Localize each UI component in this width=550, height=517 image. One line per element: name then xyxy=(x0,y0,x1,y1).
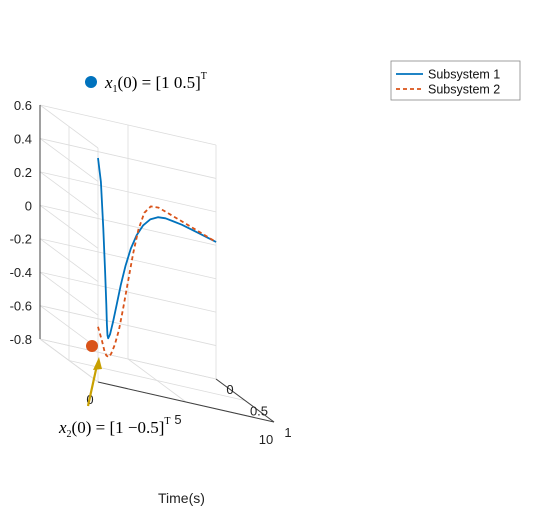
tick-labels: 0.60.40.20-0.2-0.4-0.6-0.8051000.51 xyxy=(10,98,292,447)
legend-label-subsystem-1: Subsystem 1 xyxy=(428,68,500,82)
grid-line-back-horizontal xyxy=(39,104,217,146)
grid-line-side-horizontal xyxy=(39,104,99,149)
z-tick-label: -0.6 xyxy=(10,299,32,314)
z-tick-label: 0.6 xyxy=(14,98,32,113)
x-axis-label: Time(s) xyxy=(158,490,205,506)
z-tick-label: 0.4 xyxy=(14,131,32,146)
x-axis-line xyxy=(97,381,275,423)
y-tick-label: 1 xyxy=(284,425,291,440)
annotation-x2-label: x2(0) = [1 −0.5]T xyxy=(58,416,170,440)
marker-x1-initial xyxy=(85,76,97,88)
series-line-subsystem-1 xyxy=(97,157,217,340)
annotation-arrow-shaft xyxy=(86,364,99,407)
marker-x2-initial xyxy=(86,340,98,352)
annotation-x1: x1(0) = [1 0.5]T xyxy=(85,71,207,95)
z-tick-label: 0 xyxy=(25,198,32,213)
grid-line-side-horizontal xyxy=(39,238,99,283)
y-tick-label: 0.5 xyxy=(250,404,268,419)
grid-line-side-horizontal xyxy=(39,171,99,216)
grid-line-side-horizontal xyxy=(39,271,99,316)
z-tick-label: -0.2 xyxy=(10,232,32,247)
legend-label-subsystem-2: Subsystem 2 xyxy=(428,83,500,97)
annotation-arrow-head xyxy=(93,357,102,370)
z-tick-label: -0.4 xyxy=(10,265,32,280)
grid-lines xyxy=(39,104,275,423)
z-tick-label: 0.2 xyxy=(14,165,32,180)
z-tick-label: -0.8 xyxy=(10,332,32,347)
series-lines xyxy=(97,157,217,359)
annotation-x2: x2(0) = [1 −0.5]T xyxy=(58,340,170,440)
legend-box xyxy=(390,60,521,101)
grid-line-side-horizontal xyxy=(39,138,99,182)
series-line-subsystem-2 xyxy=(97,205,217,359)
x-tick-label: 10 xyxy=(259,432,273,447)
y-axis-line xyxy=(215,378,275,423)
grid-line-floor-y xyxy=(39,338,217,380)
grid-line-side-horizontal xyxy=(39,204,99,249)
legend: Subsystem 1 Subsystem 2 xyxy=(390,60,521,101)
y-tick-label: 0 xyxy=(226,382,233,397)
x-tick-label: 5 xyxy=(174,412,181,427)
annotation-x1-label: x1(0) = [1 0.5]T xyxy=(104,71,207,95)
